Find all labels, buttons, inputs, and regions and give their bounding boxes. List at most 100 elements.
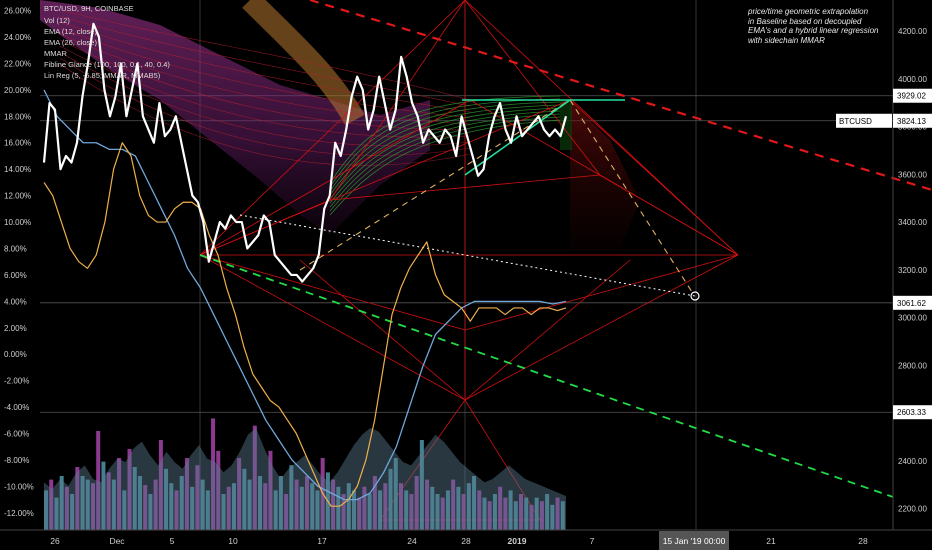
volume-bar	[404, 490, 409, 530]
left-axis-label: 6.00%	[4, 271, 27, 280]
x-axis-tick-label: 21	[766, 536, 776, 546]
left-axis-label: -6.00%	[4, 430, 29, 439]
volume-bar	[96, 431, 101, 530]
geometry-line	[329, 174, 601, 201]
volume-bar	[503, 497, 508, 530]
green-fan-line	[329, 119, 561, 216]
orange-band	[242, 0, 365, 126]
volume-bar	[278, 476, 283, 530]
x-axis-tick-label: 26	[50, 536, 60, 546]
indicator-ema26: EMA (26, close)	[44, 38, 97, 47]
left-axis-label: 10.00%	[4, 218, 31, 227]
volume-bar	[508, 490, 513, 530]
volume-bar	[341, 494, 346, 530]
left-axis-label: 14.00%	[4, 165, 31, 174]
volume-bar	[247, 479, 252, 530]
volume-bar	[75, 467, 80, 530]
btcusd-tag-label: BTCUSD	[839, 117, 872, 126]
volume-bar	[419, 440, 424, 530]
volume-bar	[383, 483, 388, 530]
volume-bar	[388, 468, 393, 530]
volume-bar	[367, 494, 372, 530]
price-box	[893, 113, 932, 128]
x-axis-tick-label: 24	[407, 536, 417, 546]
volume-bar	[231, 483, 236, 530]
x-axis-tick-label: 7	[590, 536, 595, 546]
left-axis-label: 12.00%	[4, 192, 31, 201]
annotation-line-1: price/time geometric extrapolation	[748, 7, 869, 16]
volume-bar	[284, 494, 289, 530]
volume-bar	[263, 483, 268, 530]
left-axis-label: 20.00%	[4, 86, 31, 95]
geometry-line	[464, 254, 739, 401]
volume-bar	[534, 497, 539, 530]
volume-bar	[550, 504, 555, 530]
green-fan-line	[329, 113, 561, 208]
volume-bar	[200, 479, 205, 530]
green-fan-line	[329, 104, 561, 196]
volume-bar	[477, 490, 482, 530]
volume-bar	[242, 468, 247, 530]
left-axis-label: -12.00%	[4, 509, 34, 518]
volume-bar	[190, 486, 195, 530]
volume-bar	[164, 468, 169, 530]
volume-bar	[299, 486, 304, 530]
volume-bar	[117, 458, 122, 530]
left-axis-label: 0.00%	[4, 350, 27, 359]
price-box	[893, 405, 932, 420]
right-axis-label: 2200.00	[898, 505, 927, 514]
volume-bar	[226, 486, 231, 530]
volume-bar	[529, 504, 534, 530]
volume-bar	[273, 490, 278, 530]
volume-bar	[80, 476, 85, 530]
volume-bar	[461, 494, 466, 530]
fib-fan-line	[59, 51, 471, 147]
trend-dotted-line	[239, 214, 696, 297]
volume-bar	[221, 494, 226, 530]
volume-bar	[409, 494, 414, 530]
indicator-fibline: Fibline Glance (100, 100, 0.1, 40, 0.4)	[44, 60, 170, 69]
volume-bar	[310, 483, 315, 530]
volume-bar	[158, 440, 163, 530]
left-axis-label: 2.00%	[4, 324, 27, 333]
volume-bar	[331, 479, 336, 530]
green-fan-line	[329, 107, 561, 200]
volume-bar	[305, 476, 310, 530]
volume-bar	[85, 479, 90, 530]
volume-bar	[237, 458, 242, 530]
ema26-line	[43, 89, 567, 501]
volume-bar	[59, 476, 64, 530]
fib-fan-line	[59, 57, 471, 156]
volume-bar	[445, 490, 450, 530]
volume-bar	[169, 483, 174, 530]
price-box-label: 3929.02	[897, 92, 926, 101]
left-axis-label: -4.00%	[4, 403, 29, 412]
volume-bar	[90, 483, 95, 530]
volume-bar	[132, 467, 137, 530]
geometry-line	[199, 0, 466, 256]
volume-bar	[545, 494, 550, 530]
price-box-label: 2603.33	[897, 408, 926, 417]
left-axis-label: 16.00%	[4, 139, 31, 148]
volume-bar	[179, 476, 184, 530]
x-axis-tick-label: 10	[228, 536, 238, 546]
annotation-line-3: EMA's and a hybrid linear regression	[748, 26, 879, 35]
right-axis-label: 3000.00	[898, 314, 927, 323]
volume-bar	[148, 494, 153, 530]
fib-fan-line	[59, 21, 471, 113]
btcusd-tag-box	[836, 113, 892, 128]
fib-fan-line	[59, 9, 471, 101]
volume-bar	[346, 483, 351, 530]
volume-ma-area	[44, 428, 566, 530]
volume-bar	[258, 476, 263, 530]
volume-bar	[482, 497, 487, 530]
geometry-line	[199, 254, 466, 401]
volume-bar	[466, 483, 471, 530]
x-axis-tick-label: 28	[858, 536, 868, 546]
annotation-line-2: in Baseline based on decoupled	[748, 16, 862, 26]
right-axis-label: 3200.00	[898, 266, 927, 275]
projection-red-block	[570, 100, 640, 250]
volume-bar	[137, 476, 142, 530]
price-box-label: 3824.13	[897, 117, 926, 126]
